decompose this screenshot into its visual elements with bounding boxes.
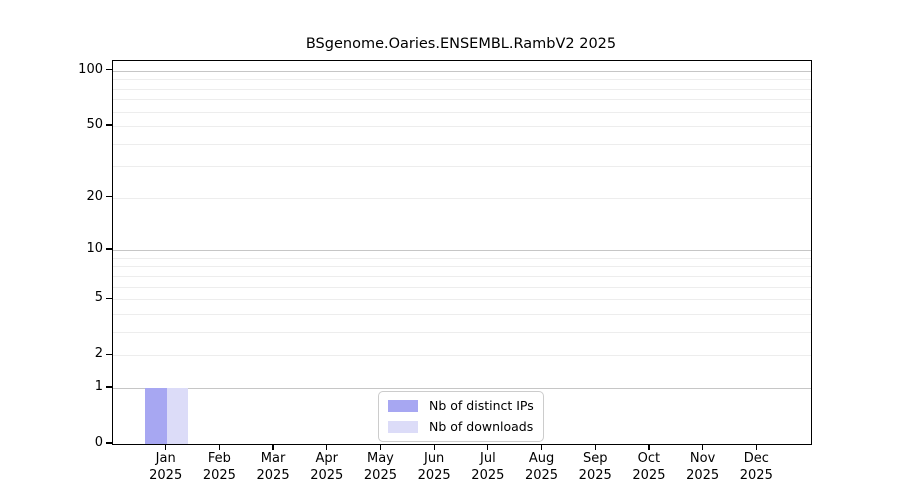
gridline-minor: [113, 79, 811, 81]
x-tick-mark: [165, 444, 167, 450]
gridline-minor: [113, 266, 811, 268]
gridline-major: [113, 250, 811, 252]
x-tick-label: Aug 2025: [524, 451, 559, 483]
legend-item-downloads: Nb of downloads: [388, 420, 534, 434]
gridline-minor: [113, 88, 811, 90]
x-tick-mark: [272, 444, 274, 450]
x-tick-label: May 2025: [363, 451, 397, 483]
x-tick-mark: [218, 444, 220, 450]
x-tick-label: Jun 2025: [417, 451, 451, 483]
gridline-minor: [113, 143, 811, 145]
legend-item-distinct-ips: Nb of distinct IPs: [388, 399, 534, 413]
gridline-minor: [113, 355, 811, 357]
plot-area: Nb of distinct IPs Nb of downloads: [112, 60, 812, 445]
x-tick-mark: [326, 444, 328, 450]
y-tick-mark: [106, 69, 112, 71]
bar-nb-of-downloads-jan: [166, 387, 189, 444]
gridline-minor: [113, 111, 811, 113]
x-tick-label: Nov 2025: [686, 451, 720, 483]
x-tick-mark: [379, 444, 382, 450]
y-tick-mark: [106, 386, 112, 388]
y-tick-mark: [106, 442, 112, 444]
x-tick-mark: [540, 444, 543, 450]
x-tick-mark: [648, 444, 650, 450]
x-tick-mark: [702, 444, 704, 450]
gridline-minor: [113, 126, 811, 128]
x-tick-mark: [433, 444, 435, 450]
gridline-major: [113, 387, 811, 389]
legend-label-distinct-ips: Nb of distinct IPs: [429, 398, 534, 413]
x-tick-mark: [594, 444, 596, 450]
y-tick-label: 20: [86, 188, 103, 204]
x-tick-label: Oct 2025: [632, 451, 666, 483]
gridline-minor: [113, 257, 811, 259]
gridline-minor: [113, 299, 811, 301]
gridline-minor: [113, 313, 811, 315]
gridline-minor: [113, 286, 811, 288]
y-tick-mark: [106, 248, 112, 250]
y-tick-label: 1: [94, 378, 103, 394]
y-tick-mark: [106, 196, 112, 198]
gridline-minor: [113, 166, 811, 168]
y-tick-label: 50: [86, 117, 103, 133]
x-tick-label: Apr 2025: [310, 451, 344, 483]
gridline-minor: [113, 99, 811, 101]
chart-title: BSgenome.Oaries.ENSEMBL.RambV2 2025: [305, 36, 617, 52]
y-tick-label: 2: [94, 346, 103, 362]
x-tick-label: Dec 2025: [739, 451, 773, 483]
x-tick-label: Jan 2025: [149, 451, 183, 483]
legend-swatch-downloads: [388, 421, 418, 433]
legend-label-downloads: Nb of downloads: [429, 419, 534, 434]
x-tick-label: Mar 2025: [256, 451, 290, 483]
gridline-minor: [113, 331, 811, 333]
legend: Nb of distinct IPs Nb of downloads: [378, 391, 544, 442]
x-tick-label: Feb 2025: [202, 451, 236, 483]
y-tick-label: 10: [86, 241, 103, 257]
x-tick-label: Jul 2025: [471, 451, 505, 483]
y-tick-label: 100: [78, 61, 103, 77]
x-tick-mark: [755, 444, 757, 450]
gridline-major: [113, 70, 811, 72]
y-tick-mark: [106, 297, 112, 299]
x-tick-mark: [487, 444, 489, 450]
y-tick-label: 0: [94, 435, 103, 450]
gridline-minor: [113, 275, 811, 277]
bar-nb-of-distinct-ips-jan: [145, 387, 167, 444]
y-tick-mark: [106, 353, 112, 355]
y-tick-mark: [106, 124, 112, 126]
y-tick-label: 5: [94, 290, 103, 306]
x-tick-label: Sep 2025: [578, 451, 612, 483]
legend-swatch-distinct-ips: [388, 400, 418, 412]
gridline-minor: [113, 197, 811, 199]
